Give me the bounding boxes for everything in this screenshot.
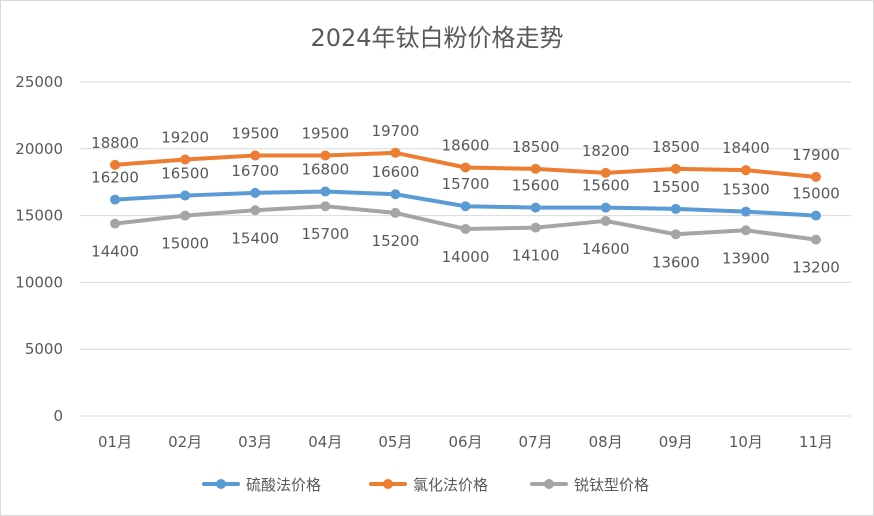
y-tick-label: 0 — [53, 407, 63, 425]
data-point — [460, 201, 471, 212]
data-point — [530, 163, 541, 174]
legend-swatch-marker — [544, 479, 554, 489]
data-point — [740, 206, 751, 217]
data-point — [320, 150, 331, 161]
data-label: 15200 — [372, 232, 420, 250]
data-point — [600, 167, 611, 178]
data-label: 19700 — [372, 122, 420, 140]
data-point — [390, 207, 401, 218]
legend-entry-label: 硫酸法价格 — [246, 476, 321, 494]
data-label: 16500 — [161, 165, 209, 183]
x-tick-label: 05月 — [378, 433, 412, 451]
legend-swatch-marker — [216, 479, 226, 489]
data-point — [740, 165, 751, 176]
data-label: 14100 — [512, 247, 560, 265]
data-label: 19500 — [301, 124, 349, 142]
data-label: 14600 — [582, 240, 630, 258]
legend-entry-label: 氯化法价格 — [413, 476, 488, 494]
data-point — [670, 229, 681, 240]
y-tick-label: 15000 — [15, 207, 63, 225]
data-label: 13200 — [792, 259, 840, 277]
data-label: 18200 — [582, 142, 630, 160]
gridlines — [80, 81, 851, 417]
legend-entry-label: 锐钛型价格 — [574, 476, 649, 494]
data-label: 18500 — [512, 138, 560, 156]
data-point — [810, 234, 821, 245]
data-point — [250, 205, 261, 216]
y-axis-ticks: 0 5000 10000 15000 20000 25000 — [15, 73, 63, 425]
data-label: 18800 — [91, 134, 139, 152]
data-label: 15600 — [582, 177, 630, 195]
data-point — [530, 222, 541, 233]
data-point — [390, 189, 401, 200]
data-labels: 16200 16500 16700 16800 16600 15700 15600 15600… — [91, 122, 840, 277]
data-label: 13900 — [722, 249, 770, 267]
data-point — [390, 147, 401, 158]
data-label: 14400 — [91, 243, 139, 261]
data-point — [740, 225, 751, 236]
data-point — [180, 210, 191, 221]
x-tick-label: 04月 — [308, 433, 342, 451]
data-point — [250, 150, 261, 161]
y-tick-label: 5000 — [25, 340, 63, 358]
data-point — [460, 223, 471, 234]
data-label: 15300 — [722, 181, 770, 199]
data-point — [600, 202, 611, 213]
data-label: 16200 — [91, 169, 139, 187]
data-label: 13600 — [652, 253, 700, 271]
data-point — [530, 202, 541, 213]
data-point — [110, 218, 121, 229]
data-label: 15000 — [792, 185, 840, 203]
y-tick-label: 10000 — [15, 273, 63, 291]
data-label: 17900 — [792, 146, 840, 164]
y-tick-label: 20000 — [15, 140, 63, 158]
data-point — [670, 163, 681, 174]
data-label: 18400 — [722, 139, 770, 157]
data-label: 15000 — [161, 235, 209, 253]
data-point — [110, 194, 121, 205]
data-point — [180, 154, 191, 165]
data-point — [180, 190, 191, 201]
x-tick-label: 02月 — [168, 433, 202, 451]
legend-swatch-marker — [383, 479, 393, 489]
x-tick-label: 08月 — [589, 433, 623, 451]
data-label: 19500 — [231, 124, 279, 142]
data-label: 18600 — [442, 137, 490, 155]
x-tick-label: 07月 — [519, 433, 553, 451]
data-point — [600, 215, 611, 226]
x-tick-label: 01月 — [98, 433, 132, 451]
data-label: 15700 — [442, 175, 490, 193]
y-tick-label: 25000 — [15, 73, 63, 91]
legend: 硫酸法价格 氯化法价格 锐钛型价格 — [202, 476, 649, 494]
data-point — [460, 162, 471, 173]
data-label: 15600 — [512, 177, 560, 195]
data-label: 15500 — [652, 178, 700, 196]
data-label: 16700 — [231, 162, 279, 180]
data-label: 15400 — [231, 229, 279, 247]
data-label: 18500 — [652, 138, 700, 156]
data-label: 16600 — [372, 163, 420, 181]
x-tick-label: 03月 — [238, 433, 272, 451]
data-label: 14000 — [442, 248, 490, 266]
x-tick-label: 10月 — [729, 433, 763, 451]
x-axis-ticks: 01月 02月 03月 04月 05月 06月 07月 08月 09月 10月 11月 — [98, 433, 833, 451]
data-point — [250, 187, 261, 198]
x-tick-label: 09月 — [659, 433, 693, 451]
data-point — [670, 203, 681, 214]
x-tick-label: 06月 — [448, 433, 482, 451]
data-point — [810, 171, 821, 182]
chart-title: 2024年钛白粉价格走势 — [310, 24, 564, 52]
data-point — [810, 210, 821, 221]
data-point — [320, 201, 331, 212]
series-points — [110, 147, 821, 245]
data-label: 16800 — [301, 161, 349, 179]
data-label: 19200 — [161, 128, 209, 146]
x-tick-label: 11月 — [799, 433, 833, 451]
data-label: 15700 — [301, 225, 349, 243]
data-point — [110, 159, 121, 170]
data-point — [320, 186, 331, 197]
